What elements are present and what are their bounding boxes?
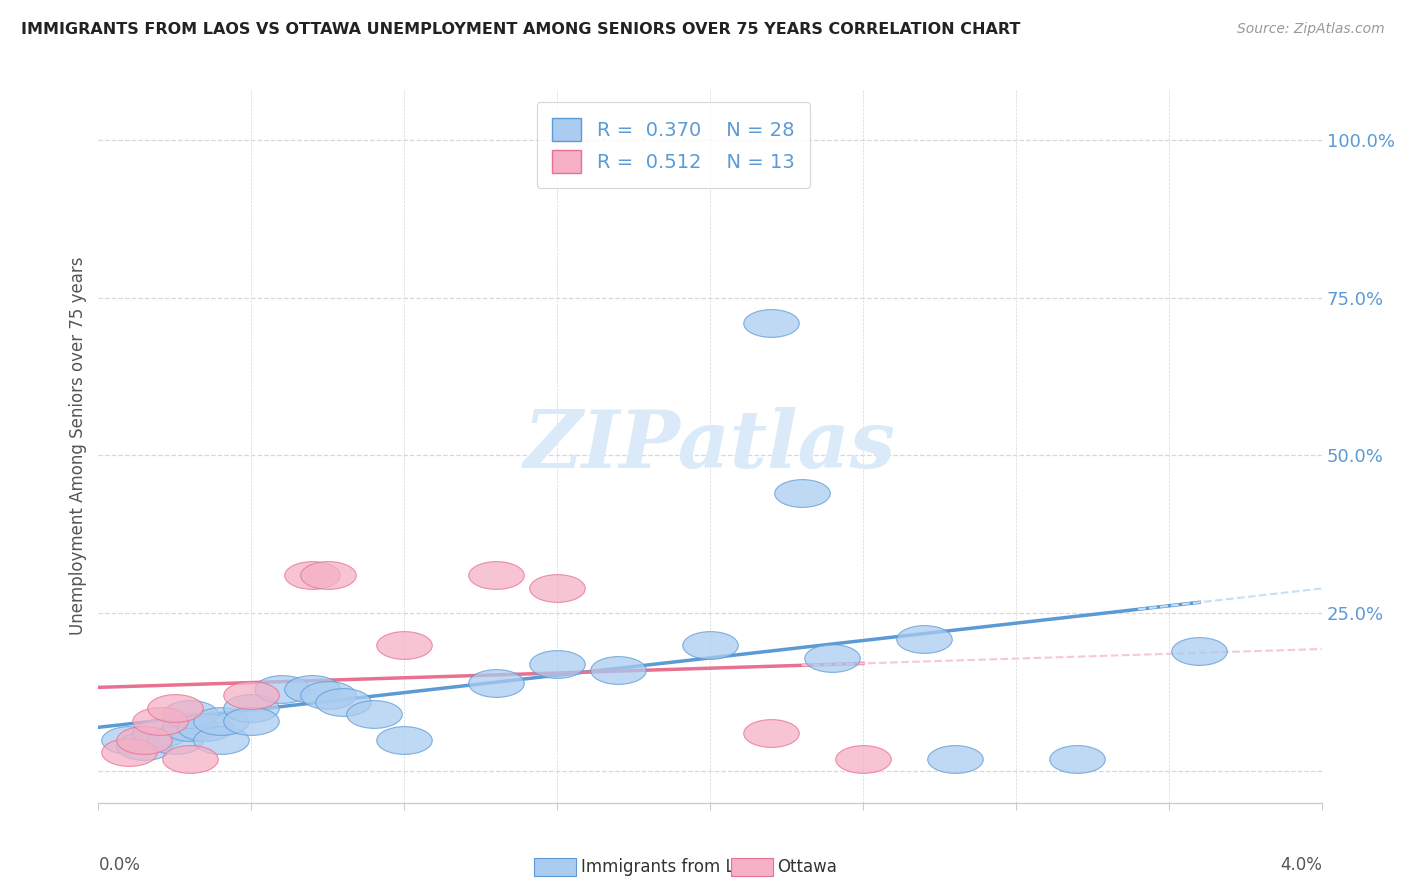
Point bbox=[392, 732, 416, 747]
Point bbox=[118, 745, 141, 759]
Point bbox=[912, 632, 935, 646]
Point bbox=[316, 689, 339, 703]
Text: Immigrants from Laos: Immigrants from Laos bbox=[581, 858, 763, 876]
Point bbox=[179, 720, 201, 734]
Point bbox=[118, 732, 141, 747]
Point bbox=[790, 486, 813, 500]
Point bbox=[163, 732, 186, 747]
Point bbox=[134, 732, 156, 747]
Text: Source: ZipAtlas.com: Source: ZipAtlas.com bbox=[1237, 22, 1385, 37]
Text: IMMIGRANTS FROM LAOS VS OTTAWA UNEMPLOYMENT AMONG SENIORS OVER 75 YEARS CORRELAT: IMMIGRANTS FROM LAOS VS OTTAWA UNEMPLOYM… bbox=[21, 22, 1021, 37]
Point bbox=[363, 707, 385, 722]
Point bbox=[607, 663, 630, 677]
Point bbox=[699, 638, 721, 652]
Point bbox=[179, 707, 201, 722]
Y-axis label: Unemployment Among Seniors over 75 years: Unemployment Among Seniors over 75 years bbox=[69, 257, 87, 635]
Point bbox=[759, 726, 782, 740]
Point bbox=[209, 732, 232, 747]
Point bbox=[943, 751, 966, 765]
Text: 4.0%: 4.0% bbox=[1279, 856, 1322, 874]
Point bbox=[1188, 644, 1211, 658]
Point bbox=[332, 695, 354, 709]
Point bbox=[821, 650, 844, 665]
Point bbox=[194, 720, 217, 734]
Point bbox=[301, 568, 323, 582]
Point bbox=[209, 714, 232, 728]
Point bbox=[316, 568, 339, 582]
Legend: R =  0.370    N = 28, R =  0.512    N = 13: R = 0.370 N = 28, R = 0.512 N = 13 bbox=[537, 103, 810, 188]
Point bbox=[134, 739, 156, 753]
Point bbox=[240, 714, 263, 728]
Point bbox=[392, 638, 416, 652]
Point bbox=[485, 568, 508, 582]
Text: Ottawa: Ottawa bbox=[778, 858, 838, 876]
Point bbox=[301, 682, 323, 697]
Point bbox=[240, 701, 263, 715]
Text: 0.0%: 0.0% bbox=[98, 856, 141, 874]
Point bbox=[149, 726, 172, 740]
Point bbox=[1066, 751, 1088, 765]
Point bbox=[852, 751, 875, 765]
Point bbox=[759, 316, 782, 330]
Point bbox=[485, 675, 508, 690]
Point bbox=[163, 701, 186, 715]
Point bbox=[546, 581, 568, 595]
Point bbox=[270, 682, 294, 697]
Point bbox=[546, 657, 568, 671]
Point bbox=[179, 751, 201, 765]
Point bbox=[240, 689, 263, 703]
Text: ZIPatlas: ZIPatlas bbox=[524, 408, 896, 484]
Point bbox=[149, 714, 172, 728]
